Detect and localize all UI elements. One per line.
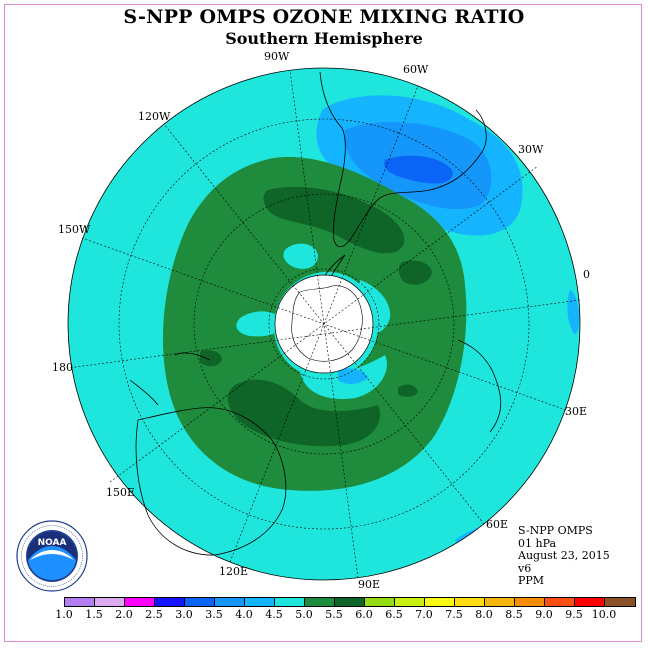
map-title: S-NPP OMPS OZONE MIXING RATIO (123, 6, 525, 28)
latitude-circle-inner (268, 268, 380, 380)
colorbar-cell (515, 598, 545, 606)
coastlines (129, 71, 502, 556)
field-max-southeast-small (398, 384, 418, 397)
info-block: S-NPP OMPS 01 hPa August 23, 2015 v6 PPM (518, 524, 610, 588)
lon-label-90e: 90E (358, 578, 381, 591)
colorbar-cell (485, 598, 515, 606)
colorbar-tick-label: 10.0 (591, 608, 617, 621)
colorbar-tick-label: 3.5 (205, 608, 223, 621)
meridian-150 (109, 165, 539, 483)
lon-label-30e: 30E (565, 405, 588, 418)
info-level: 01 hPa (518, 536, 557, 550)
info-units: PPM (518, 574, 545, 587)
colorbar-cell (245, 598, 275, 606)
colorbar-tick-label: 2.5 (145, 608, 163, 621)
lon-label-30w: 30W (518, 143, 544, 156)
field-low-region-core (384, 155, 453, 184)
colorbar-cell (185, 598, 215, 606)
antarctic-peninsula-coast (324, 254, 346, 279)
colorbar-cell (335, 598, 365, 606)
field-max-west-small (200, 350, 222, 367)
lon-label-120w: 120W (138, 110, 171, 123)
colorbar-cell (95, 598, 125, 606)
colorbar-cell (545, 598, 575, 606)
hemisphere-boundary (67, 67, 581, 581)
colorbar-tick-label: 9.5 (565, 608, 583, 621)
latitude-circle-outer (118, 118, 530, 530)
colorbar-cell (365, 598, 395, 606)
field-ring-hole-north (283, 243, 318, 269)
colorbar-tick-label: 1.5 (85, 608, 103, 621)
map-subtitle: Southern Hemisphere (225, 29, 423, 48)
colorbar-cell (155, 598, 185, 606)
colorbar-tick-label: 5.0 (295, 608, 313, 621)
antarctica-coast (291, 285, 363, 362)
noaa-logo-label: NOAA (38, 538, 67, 548)
colorbar-tick-label: 8.5 (505, 608, 523, 621)
lon-label-150w: 150W (58, 223, 91, 236)
colorbar-tick-label: 5.5 (325, 608, 343, 621)
colorbar-tick-label: 8.0 (475, 608, 493, 621)
colorbar-tick-label: 3.0 (175, 608, 193, 621)
graticule (67, 69, 581, 579)
colorbar-tick-label: 4.5 (265, 608, 283, 621)
colorbar-tick-label: 7.0 (415, 608, 433, 621)
colorbar-tick-label: 4.0 (235, 608, 253, 621)
australia-coast (135, 407, 287, 556)
lon-label-150e: 150E (106, 486, 136, 499)
colorbar-cell (65, 598, 95, 606)
field-low-south (338, 368, 368, 384)
lon-label-180: 180 (52, 361, 73, 374)
colorbar (64, 597, 636, 607)
field-max-east (398, 260, 432, 285)
colorbar-cell (395, 598, 425, 606)
colorbar-tick-label: 1.0 (55, 608, 73, 621)
image-frame (4, 4, 642, 642)
lon-label-60e: 60E (486, 518, 509, 531)
colorbar-cell (125, 598, 155, 606)
field-ring-hole-west (236, 311, 283, 337)
new-zealand-coast (129, 352, 211, 406)
colorbar-cell (305, 598, 335, 606)
colorbar-cell (605, 598, 635, 606)
colorbar-tick-label: 6.5 (385, 608, 403, 621)
lon-label-120e: 120E (219, 565, 249, 578)
field-max-southwest (227, 379, 381, 447)
lon-label-90w: 90W (264, 50, 290, 63)
lon-label-0: 0 (583, 268, 590, 281)
africa-coast (457, 339, 502, 433)
noaa-logo: NOAA (16, 520, 88, 592)
south-america-coast (319, 71, 487, 248)
colorbar-tick-label: 6.0 (355, 608, 373, 621)
colorbar-tick-label: 9.0 (535, 608, 553, 621)
colorbar-cell (215, 598, 245, 606)
colorbar-cell (425, 598, 455, 606)
colorbar-cell (575, 598, 605, 606)
meridian-120 (229, 85, 419, 563)
colorbar-cell (275, 598, 305, 606)
colorbar-cell (455, 598, 485, 606)
colorbar-tick-label: 7.5 (445, 608, 463, 621)
latitude-circle-mid (193, 193, 455, 455)
info-date: August 23, 2015 (518, 549, 610, 562)
lon-label-60w: 60W (403, 63, 429, 76)
info-instrument: S-NPP OMPS (518, 524, 593, 537)
info-version: v6 (518, 561, 532, 575)
meridian-90 (289, 69, 359, 579)
colorbar-tick-label: 2.0 (115, 608, 133, 621)
